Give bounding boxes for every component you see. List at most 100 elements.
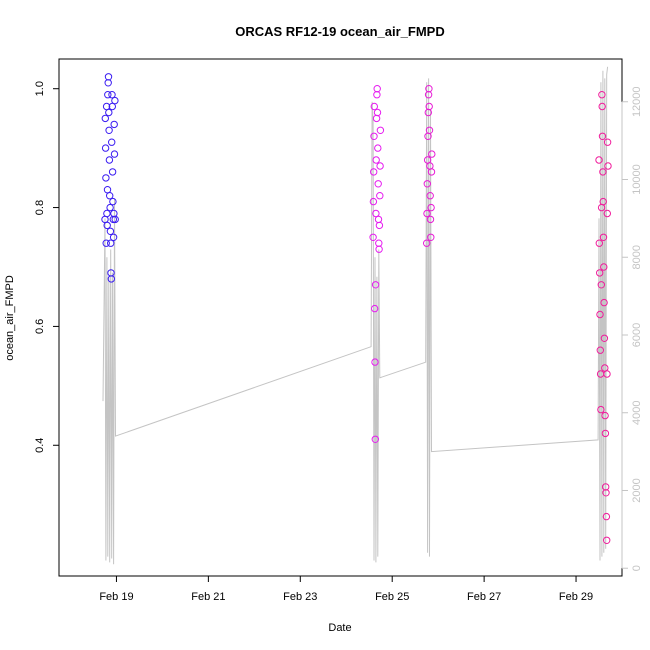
data-point (596, 269, 604, 277)
data-point (425, 102, 433, 111)
data-point (603, 370, 611, 378)
data-point (108, 138, 116, 146)
y2-tick-label: 4000 (631, 400, 643, 424)
data-point (103, 221, 111, 230)
data-point (428, 150, 436, 158)
data-point (601, 429, 610, 438)
data-point (376, 192, 384, 200)
data-point (370, 102, 378, 111)
data-point (369, 233, 377, 242)
data-point (371, 304, 379, 313)
data-point (598, 132, 607, 141)
data-point (423, 239, 431, 247)
data-point (600, 298, 608, 307)
data-point (427, 168, 436, 176)
data-point (599, 168, 607, 176)
data-point (374, 144, 382, 152)
x-tick-label: Feb 23 (283, 591, 317, 603)
data-point (423, 180, 431, 188)
y2-tick-label: 8000 (631, 245, 643, 269)
data-point (596, 346, 604, 354)
data-point (602, 512, 611, 521)
y2-tick-label: 12000 (631, 86, 643, 117)
data-point (600, 334, 609, 342)
data-point (107, 275, 116, 283)
y-axis-left: 0.4 0.6 0.8 1.0 (34, 81, 60, 453)
y2-tick-label: 10000 (631, 164, 643, 195)
x-tick-label: Feb 21 (191, 591, 225, 603)
data-point (109, 197, 117, 206)
data-point (101, 144, 110, 152)
data-point (425, 85, 433, 93)
altitude-line-layer (102, 66, 609, 565)
y2-tick-label: 6000 (631, 323, 643, 347)
data-point (601, 411, 609, 420)
data-point (104, 79, 112, 87)
data-point (597, 405, 605, 414)
data-point (103, 209, 111, 218)
y-tick-label: 1.0 (34, 81, 46, 96)
data-point (102, 239, 110, 247)
x-axis-label: Date (328, 622, 351, 634)
series-2 (369, 85, 385, 443)
data-point (599, 233, 608, 242)
data-point (426, 192, 434, 200)
data-point (370, 168, 378, 176)
data-point (373, 91, 381, 99)
data-point (598, 91, 606, 99)
data-point (371, 281, 380, 289)
series-4 (595, 91, 612, 544)
data-point (110, 150, 119, 158)
data-point (427, 203, 435, 212)
data-point (600, 263, 608, 271)
data-point (102, 174, 110, 182)
data-point (376, 126, 385, 135)
y2-tick-label: 2000 (631, 478, 643, 502)
data-point (106, 203, 114, 212)
data-point (372, 114, 381, 123)
data-point (427, 233, 435, 242)
data-point (596, 310, 604, 319)
data-point (104, 91, 112, 99)
data-point (371, 358, 379, 366)
x-tick-label: Feb 25 (375, 591, 409, 603)
data-point (111, 215, 119, 224)
series-3 (423, 85, 436, 247)
y2-tick-label: 0 (631, 565, 643, 571)
data-point (369, 197, 378, 206)
data-point (603, 536, 611, 544)
data-point (602, 489, 610, 497)
data-point (423, 156, 432, 164)
data-point (375, 245, 383, 253)
data-point (595, 156, 603, 164)
x-tick-label: Feb 27 (467, 591, 501, 603)
plot-box (58, 58, 623, 577)
data-point (104, 73, 113, 81)
data-point (105, 108, 113, 117)
data-point (603, 138, 612, 146)
data-points-layer (101, 73, 612, 544)
data-point (423, 209, 431, 218)
data-point (426, 215, 435, 224)
x-tick-label: Feb 29 (559, 591, 593, 603)
y-axis-right: 0 2000 4000 6000 8000 10000 12000 (621, 86, 643, 571)
data-point (374, 215, 383, 224)
data-point (370, 132, 378, 141)
y-tick-label: 0.4 (34, 438, 46, 453)
data-point (375, 221, 384, 230)
series-1 (101, 73, 119, 283)
data-point (110, 120, 118, 129)
data-point (599, 197, 607, 206)
data-point (109, 233, 118, 242)
y-tick-label: 0.6 (34, 319, 46, 334)
x-tick-label: Feb 19 (99, 591, 133, 603)
data-point (108, 168, 117, 176)
data-point (603, 209, 611, 218)
data-point (108, 91, 116, 99)
data-point (374, 180, 382, 188)
data-point (105, 156, 114, 164)
data-point (371, 435, 379, 443)
y-tick-label: 0.8 (34, 200, 46, 215)
